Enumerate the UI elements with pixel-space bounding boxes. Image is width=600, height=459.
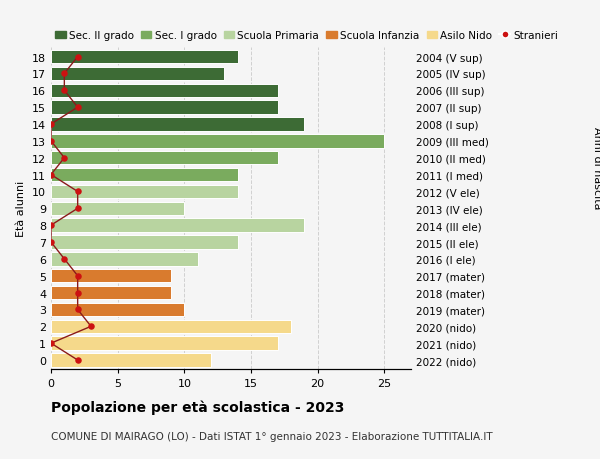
Point xyxy=(73,306,82,313)
Bar xyxy=(51,286,171,300)
Point xyxy=(46,340,56,347)
Bar xyxy=(51,67,224,81)
Bar xyxy=(51,202,184,216)
Point xyxy=(59,155,69,162)
Point xyxy=(46,222,56,230)
Point xyxy=(59,71,69,78)
Point xyxy=(73,273,82,280)
Text: Popolazione per età scolastica - 2023: Popolazione per età scolastica - 2023 xyxy=(51,399,344,414)
Point xyxy=(73,357,82,364)
Bar xyxy=(51,236,238,249)
Point xyxy=(46,138,56,145)
Point xyxy=(46,172,56,179)
Point xyxy=(73,205,82,213)
Bar xyxy=(51,84,278,98)
Point xyxy=(73,54,82,61)
Point xyxy=(86,323,96,330)
Bar xyxy=(51,320,291,333)
Point xyxy=(73,289,82,297)
Point xyxy=(59,256,69,263)
Y-axis label: Età alunni: Età alunni xyxy=(16,181,26,237)
Bar xyxy=(51,353,211,367)
Bar xyxy=(51,151,278,165)
Bar xyxy=(51,303,184,317)
Bar xyxy=(51,269,171,283)
Bar xyxy=(51,50,238,64)
Bar xyxy=(51,219,304,232)
Bar xyxy=(51,185,238,199)
Legend: Sec. II grado, Sec. I grado, Scuola Primaria, Scuola Infanzia, Asilo Nido, Stran: Sec. II grado, Sec. I grado, Scuola Prim… xyxy=(51,27,562,45)
Text: COMUNE DI MAIRAGO (LO) - Dati ISTAT 1° gennaio 2023 - Elaborazione TUTTITALIA.IT: COMUNE DI MAIRAGO (LO) - Dati ISTAT 1° g… xyxy=(51,431,493,442)
Point xyxy=(73,104,82,112)
Text: Anni di nascita: Anni di nascita xyxy=(592,127,600,209)
Bar xyxy=(51,135,385,148)
Point xyxy=(46,121,56,129)
Bar xyxy=(51,168,238,182)
Bar xyxy=(51,337,278,350)
Bar xyxy=(51,118,304,131)
Bar xyxy=(51,101,278,115)
Bar xyxy=(51,252,197,266)
Point xyxy=(46,239,56,246)
Point xyxy=(59,87,69,95)
Point xyxy=(73,188,82,196)
